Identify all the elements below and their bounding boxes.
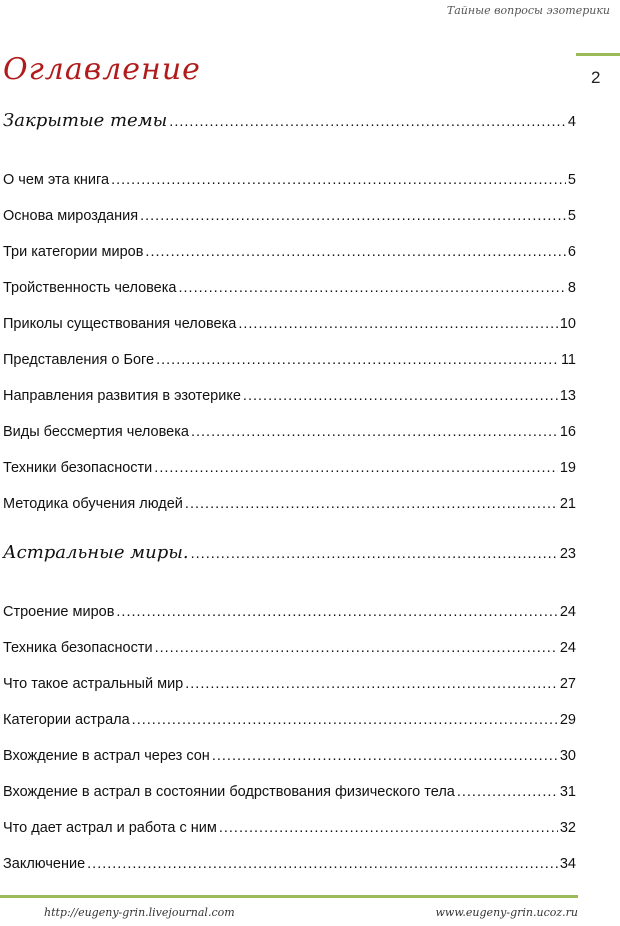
toc-entry-page: 30: [559, 748, 576, 764]
toc-entry-page: 8: [567, 280, 576, 296]
toc-entry[interactable]: Методика обучения людей 21: [3, 496, 576, 512]
dot-leader: [457, 784, 558, 800]
toc-entry-page: 4: [567, 114, 576, 130]
toc-entry-label: Представления о Боге: [3, 352, 155, 368]
toc-entry-label: Техники безопасности: [3, 460, 153, 476]
toc-entry-label: Техника безопасности: [3, 640, 153, 656]
toc-entry[interactable]: Тройственность человека 8: [3, 280, 576, 296]
toc-entry-page: 24: [559, 604, 576, 620]
dot-leader: [178, 280, 565, 296]
toc-entry-label: О чем эта книга: [3, 172, 110, 188]
dot-leader: [219, 820, 558, 836]
toc-entry[interactable]: Основа мироздания 5: [3, 208, 576, 224]
toc-entry-label: Виды бессмертия человека: [3, 424, 189, 440]
dot-leader: [145, 244, 566, 260]
toc-entry-page: 32: [559, 820, 576, 836]
toc-entry[interactable]: Категории астрала 29: [3, 712, 576, 728]
toc-entry-label: Тройственность человека: [3, 280, 177, 296]
toc-entry[interactable]: О чем эта книга 5: [3, 172, 576, 188]
toc-entry[interactable]: Три категории миров 6: [3, 244, 576, 260]
footer-rule: [0, 895, 578, 898]
page-number: 2: [591, 68, 601, 87]
toc-entry[interactable]: Техника безопасности 24: [3, 640, 576, 656]
dot-leader: [191, 546, 558, 562]
toc-entry[interactable]: Что такое астральный мир 27: [3, 676, 576, 692]
toc-entry[interactable]: Строение миров 24: [3, 604, 576, 620]
dot-leader: [212, 748, 558, 764]
toc-entry-page: 5: [567, 172, 576, 188]
toc-entry-label: Вхождение в астрал через сон: [3, 748, 210, 764]
dot-leader: [155, 640, 558, 656]
toc-entry-page: 24: [559, 640, 576, 656]
dot-leader: [87, 856, 558, 872]
toc-entry-label: Три категории миров: [3, 244, 144, 260]
toc-section-entry[interactable]: Закрытые темы 4: [3, 110, 576, 131]
toc-entry[interactable]: Представления о Боге 11: [3, 352, 576, 368]
toc-entry-label: Заключение: [3, 856, 86, 872]
toc-section-entry[interactable]: Астральные миры. 23: [3, 542, 576, 563]
dot-leader: [132, 712, 558, 728]
dot-leader: [185, 676, 558, 692]
dot-leader: [111, 172, 566, 188]
toc-entry[interactable]: Приколы существования человека 10: [3, 316, 576, 332]
dot-leader: [169, 114, 566, 130]
toc-entry-label: Вхождение в астрал в состоянии бодрствов…: [3, 784, 455, 800]
toc-entry-page: 16: [559, 424, 576, 440]
toc-entry-page: 5: [567, 208, 576, 224]
running-header: Тайные вопросы эзотерики: [446, 4, 610, 17]
toc-entry-label: Что дает астрал и работа с ним: [3, 820, 217, 836]
dot-leader: [238, 316, 558, 332]
toc-entry-label: Астральные миры.: [3, 542, 189, 563]
toc-entry-label: Основа мироздания: [3, 208, 139, 224]
toc-entry-label: Что такое астральный мир: [3, 676, 184, 692]
toc-entry-label: Направления развития в эзотерике: [3, 388, 241, 404]
toc-entry-label: Строение миров: [3, 604, 115, 620]
toc-entry-label: Приколы существования человека: [3, 316, 237, 332]
toc-entry-label: Закрытые темы: [3, 110, 168, 131]
toc-entry[interactable]: Что дает астрал и работа с ним 32: [3, 820, 576, 836]
page-number-rule: [576, 53, 620, 56]
dot-leader: [140, 208, 566, 224]
footer-link-livejournal[interactable]: http://eugeny-grin.livejournal.com: [44, 906, 235, 919]
toc-entry-page: 27: [559, 676, 576, 692]
dot-leader: [243, 388, 558, 404]
dot-leader: [116, 604, 557, 620]
toc-entry-page: 21: [559, 496, 576, 512]
toc-entry-page: 19: [559, 460, 576, 476]
toc-entry[interactable]: Заключение 34: [3, 856, 576, 872]
toc-entry-page: 13: [559, 388, 576, 404]
toc-entry-page: 34: [559, 856, 576, 872]
toc-entry[interactable]: Вхождение в астрал через сон 30: [3, 748, 576, 764]
toc-entry-page: 11: [560, 352, 576, 368]
toc-entry[interactable]: Техники безопасности 19: [3, 460, 576, 476]
toc-entry-page: 31: [559, 784, 576, 800]
dot-leader: [154, 460, 558, 476]
dot-leader: [185, 496, 558, 512]
page-title: Оглавление: [3, 52, 201, 87]
dot-leader: [191, 424, 558, 440]
toc-entry-page: 6: [567, 244, 576, 260]
toc-entry-page: 29: [559, 712, 576, 728]
footer-link-ucoz[interactable]: www.eugeny-grin.ucoz.ru: [435, 906, 578, 919]
toc-entry-page: 23: [559, 546, 576, 562]
dot-leader: [156, 352, 559, 368]
toc-entry[interactable]: Вхождение в астрал в состоянии бодрствов…: [3, 784, 576, 800]
toc-entry[interactable]: Направления развития в эзотерике 13: [3, 388, 576, 404]
toc-entry[interactable]: Виды бессмертия человека 16: [3, 424, 576, 440]
toc-entry-label: Категории астрала: [3, 712, 130, 728]
toc-entry-page: 10: [559, 316, 576, 332]
toc-entry-label: Методика обучения людей: [3, 496, 183, 512]
